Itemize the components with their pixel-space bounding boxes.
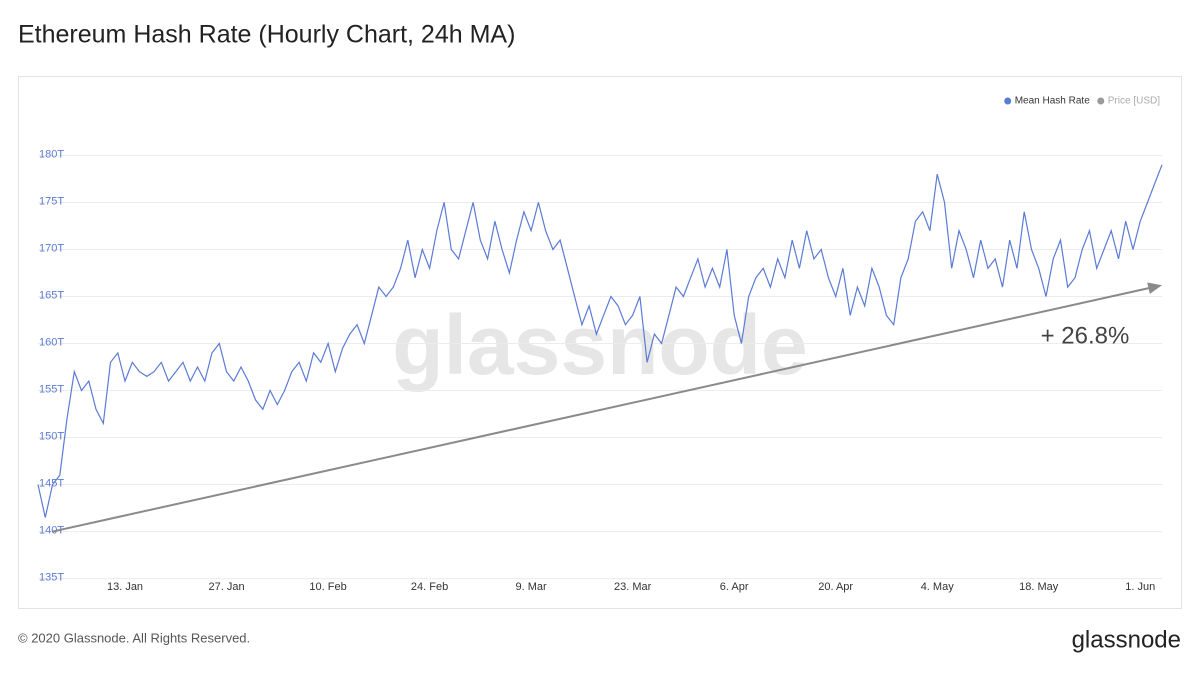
x-tick-label: 27. Jan (208, 581, 244, 593)
y-tick-label: 135T (39, 572, 64, 584)
copyright: © 2020 Glassnode. All Rights Reserved. (18, 630, 250, 645)
x-tick-label: 6. Apr (720, 581, 749, 593)
x-tick-label: 4. May (921, 581, 955, 593)
y-tick-label: 140T (39, 524, 64, 536)
chart-title: Ethereum Hash Rate (Hourly Chart, 24h MA… (18, 21, 515, 49)
legend-label: Mean Hash Rate (1015, 96, 1090, 107)
chart-frame (18, 76, 1182, 609)
y-tick-label: 155T (39, 383, 64, 395)
trend-arrowhead (1147, 282, 1162, 294)
x-tick-label: 1. Jun (1125, 581, 1155, 593)
legend-marker (1097, 97, 1105, 105)
y-tick-label: 180T (39, 148, 64, 160)
trend-arrow (52, 286, 1151, 533)
watermark: glassnode (392, 298, 807, 392)
trend-label: + 26.8% (1041, 322, 1130, 349)
logo: glassnode (1072, 626, 1181, 653)
y-tick-label: 145T (39, 477, 64, 489)
x-tick-label: 18. May (1019, 581, 1059, 593)
legend-marker (1004, 97, 1012, 105)
x-tick-label: 23. Mar (614, 581, 652, 593)
x-tick-label: 10. Feb (309, 581, 346, 593)
plot: 135T 140T 145T 150T 155T 160T 165T 170T 175T 180T… (37, 96, 1163, 593)
x-tick-label: 20. Apr (818, 581, 853, 593)
x-tick-label: 24. Feb (411, 581, 448, 593)
legend-label: Price [USD] (1108, 96, 1160, 107)
data-line (37, 164, 1163, 518)
y-tick-label: 170T (39, 242, 64, 254)
x-tick-label: 9. Mar (516, 581, 548, 593)
y-tick-label: 160T (39, 336, 64, 348)
y-tick-label: 175T (39, 195, 64, 207)
x-tick-label: 13. Jan (107, 581, 143, 593)
y-tick-label: 150T (39, 430, 64, 442)
y-tick-label: 165T (39, 289, 64, 301)
